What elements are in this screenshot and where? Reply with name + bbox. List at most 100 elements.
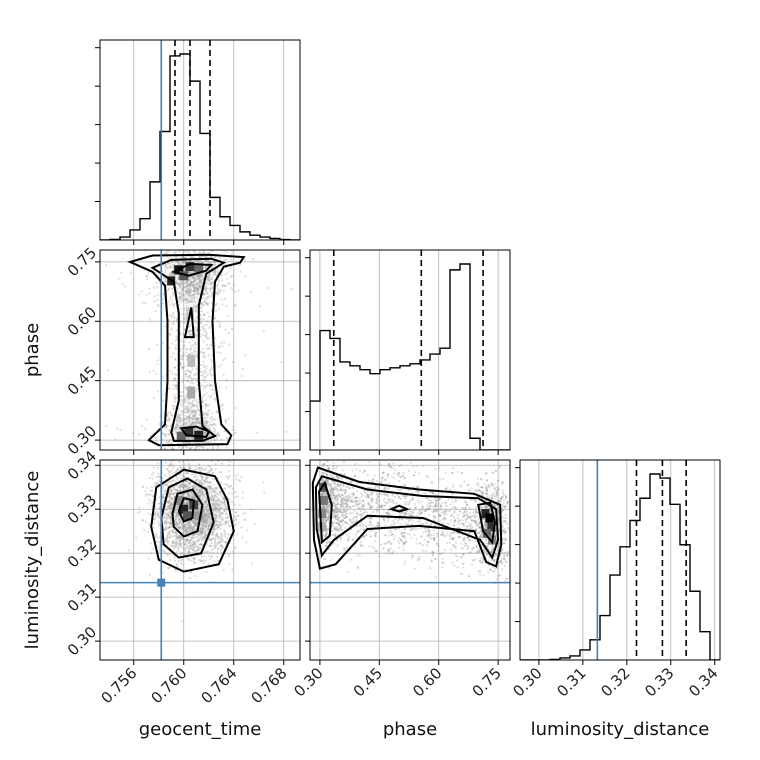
scatter-point xyxy=(177,276,180,279)
scatter-point xyxy=(195,334,198,338)
scatter-point xyxy=(193,309,196,312)
scatter-point xyxy=(183,484,186,487)
scatter-point xyxy=(177,414,181,417)
scatter-point xyxy=(186,281,190,284)
scatter-point xyxy=(175,335,178,338)
scatter-point xyxy=(217,454,219,456)
scatter-point xyxy=(201,255,204,258)
scatter-point xyxy=(189,284,192,287)
scatter-point xyxy=(173,372,176,375)
scatter-point xyxy=(207,278,210,282)
scatter-point xyxy=(232,441,236,444)
scatter-point xyxy=(204,259,207,262)
scatter-point xyxy=(205,523,208,526)
scatter-point xyxy=(181,390,184,394)
scatter-point xyxy=(198,451,200,453)
scatter-point xyxy=(194,282,197,285)
scatter-point xyxy=(176,260,179,263)
scatter-point xyxy=(171,541,174,545)
scatter-point xyxy=(210,368,213,371)
scatter-point xyxy=(185,421,189,424)
scatter-point xyxy=(190,282,193,285)
scatter-point xyxy=(198,274,201,277)
scatter-point xyxy=(194,308,198,311)
scatter-point xyxy=(198,451,200,453)
scatter-point xyxy=(212,241,214,243)
scatter-point xyxy=(221,450,223,452)
scatter-point xyxy=(200,371,203,374)
scatter-point xyxy=(192,344,195,347)
scatter-point xyxy=(205,570,208,574)
scatter-point xyxy=(218,517,221,520)
scatter-point xyxy=(181,290,184,294)
scatter-point xyxy=(213,453,215,455)
scatter-point xyxy=(188,283,191,286)
scatter-point xyxy=(195,305,198,308)
scatter-point xyxy=(207,525,210,528)
scatter-point xyxy=(207,302,210,305)
scatter-point xyxy=(208,282,212,285)
scatter-point xyxy=(204,334,207,337)
scatter-point xyxy=(191,403,194,406)
scatter-point xyxy=(195,282,199,285)
scatter-point xyxy=(205,260,208,263)
scatter-point xyxy=(204,402,208,406)
scatter-point xyxy=(182,344,185,347)
scatter-point xyxy=(179,285,182,288)
scatter-point xyxy=(149,261,152,264)
scatter-point xyxy=(198,259,201,263)
scatter-point xyxy=(172,407,175,410)
scatter-point xyxy=(192,415,195,418)
scatter-point xyxy=(181,333,185,336)
xtick-label-luminosity_distance: 0.34 xyxy=(685,664,721,700)
scatter-point xyxy=(163,280,166,283)
scatter-point xyxy=(205,255,208,258)
histogram-line-luminosity_distance xyxy=(520,473,720,660)
scatter-point xyxy=(190,299,193,302)
scatter-point xyxy=(184,237,186,239)
scatter-point xyxy=(168,481,171,484)
scatter-point xyxy=(244,275,247,278)
scatter-point xyxy=(170,442,173,445)
scatter-point xyxy=(186,280,189,283)
scatter-point xyxy=(168,274,171,277)
scatter-point xyxy=(165,514,168,518)
scatter-point xyxy=(188,402,191,405)
scatter-point xyxy=(201,260,204,263)
scatter-point xyxy=(203,416,206,419)
scatter-point xyxy=(193,286,196,289)
ylabel-phase: phase xyxy=(22,323,43,377)
scatter-point xyxy=(178,421,181,424)
scatter-point xyxy=(212,281,215,284)
scatter-point xyxy=(174,260,178,263)
scatter-point xyxy=(218,471,221,474)
scatter-point xyxy=(191,413,194,416)
scatter-point xyxy=(205,367,208,370)
scatter-point xyxy=(119,271,123,274)
scatter-point xyxy=(199,424,202,427)
scatter-point xyxy=(202,327,205,330)
scatter-point xyxy=(213,261,216,264)
scatter-point xyxy=(183,261,186,264)
scatter-point xyxy=(182,413,185,416)
scatter-point xyxy=(187,292,190,295)
scatter-point xyxy=(180,288,184,291)
scatter-point xyxy=(207,413,210,416)
scatter-point xyxy=(201,273,204,276)
scatter-point xyxy=(181,248,183,250)
scatter-point xyxy=(262,329,265,333)
scatter-point xyxy=(187,294,191,297)
scatter-point xyxy=(204,406,207,410)
scatter-point xyxy=(220,341,223,345)
scatter-point xyxy=(189,244,191,246)
scatter-point xyxy=(174,339,177,342)
frame-geocent_time-vs-phase xyxy=(99,249,301,451)
scatter-point xyxy=(202,347,205,350)
scatter-point xyxy=(182,320,186,324)
scatter-point xyxy=(184,483,187,486)
scatter-point xyxy=(181,354,184,357)
scatter-point xyxy=(194,421,197,424)
scatter-point xyxy=(187,421,191,424)
scatter-point xyxy=(200,310,204,313)
scatter-point xyxy=(179,561,183,564)
